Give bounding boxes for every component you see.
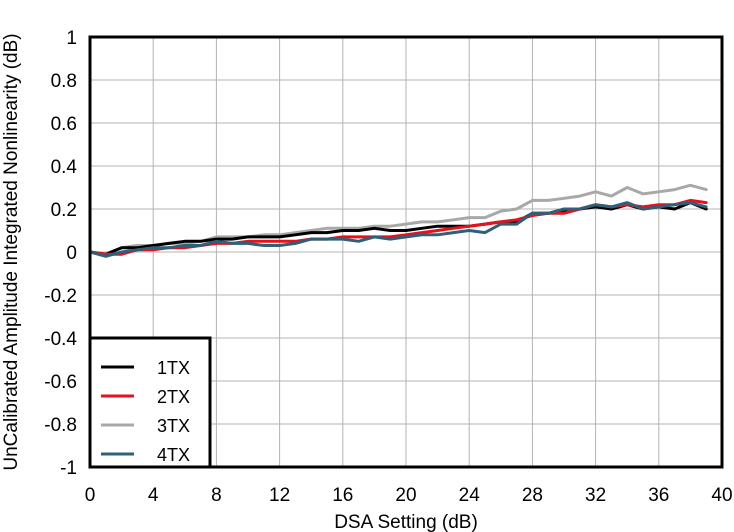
x-tick-label: 20: [395, 485, 416, 506]
x-tick-label: 32: [585, 485, 606, 506]
x-tick-label: 40: [711, 485, 732, 506]
x-tick-label: 16: [332, 485, 353, 506]
x-tick-label: 12: [269, 485, 290, 506]
y-tick-labels: 1 0.8 0.6 0.4 0.2 0 -0.2 -0.4 -0.6 -0.8 -1: [44, 28, 77, 479]
x-tick-label: 0: [85, 485, 96, 506]
legend-label-2tx: 2TX: [157, 387, 190, 407]
y-tick-label: 0: [66, 243, 77, 264]
y-tick-label: -1: [60, 458, 77, 479]
legend: 1TX 2TX 3TX 4TX: [88, 336, 212, 469]
series-line-4tx: [88, 201, 708, 258]
y-tick-label: 0.6: [51, 114, 77, 135]
series-line-3tx: [88, 183, 708, 256]
legend-box: [88, 336, 212, 469]
plot-frame: [88, 35, 724, 469]
x-tick-label: 8: [211, 485, 222, 506]
x-axis-title: DSA Setting (dB): [334, 512, 478, 532]
x-tick-label: 4: [148, 485, 159, 506]
y-tick-label: 0.8: [51, 71, 77, 92]
y-tick-label: 0.2: [51, 200, 77, 221]
x-tick-label: 28: [522, 485, 543, 506]
y-tick-label: 1: [66, 28, 77, 49]
y-tick-label: -0.4: [44, 329, 77, 350]
y-tick-label: -0.6: [44, 372, 77, 393]
legend-label-3tx: 3TX: [157, 416, 190, 436]
legend-label-4tx: 4TX: [157, 445, 190, 465]
series-lines: [88, 183, 708, 258]
y-tick-label: -0.2: [44, 286, 77, 307]
legend-label-1tx: 1TX: [157, 358, 190, 378]
y-tick-label: 0.4: [51, 157, 78, 178]
x-tick-label: 36: [648, 485, 669, 506]
series-line-1tx: [88, 201, 708, 256]
y-tick-label: -0.8: [44, 415, 77, 436]
y-axis-title: UnCalibrated Amplitude Integrated Nonlin…: [1, 33, 22, 470]
x-tick-labels: 0 4 8 12 16 20 24 28 32 36 40: [85, 485, 733, 506]
x-tick-label: 24: [459, 485, 481, 506]
